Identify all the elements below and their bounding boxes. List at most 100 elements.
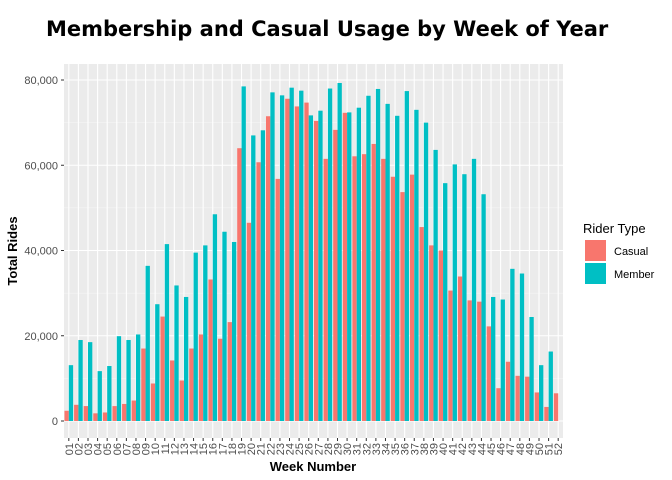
bar-casual-week-37 (409, 174, 415, 421)
x-tick-label: 39 (428, 443, 440, 455)
x-tick-label: 38 (419, 443, 431, 455)
bar-member-week-09 (145, 265, 150, 421)
y-tick-label: 60,000 (24, 160, 58, 172)
bar-member-week-39 (433, 149, 438, 421)
bar-casual-week-17 (218, 338, 223, 421)
bar-member-week-25 (299, 90, 304, 421)
bar-member-week-42 (462, 174, 467, 421)
legend-label-member: Member (614, 269, 655, 281)
bar-member-week-07 (126, 340, 131, 421)
bar-casual-week-32 (361, 154, 367, 422)
x-tick-label: 26 (304, 443, 316, 455)
x-tick-label: 23 (275, 443, 287, 455)
bar-casual-week-26 (304, 102, 309, 421)
bar-member-week-47 (510, 268, 515, 421)
bar-casual-week-42 (457, 276, 463, 421)
x-tick-label: 11 (160, 443, 172, 454)
x-tick-label: 33 (371, 443, 383, 455)
bar-casual-week-49 (525, 376, 530, 421)
y-tick-label: 0 (52, 416, 58, 428)
x-tick-label: 32 (361, 443, 373, 455)
bar-member-week-50 (539, 365, 544, 421)
x-tick-label: 50 (534, 443, 546, 455)
x-tick-label: 09 (141, 443, 153, 455)
x-tick-label: 41 (448, 443, 460, 455)
bar-casual-week-23 (275, 178, 280, 421)
x-tick-label: 13 (179, 443, 191, 455)
bar-casual-week-52 (553, 393, 559, 421)
x-axis-title: Week Number (270, 459, 356, 474)
bar-member-week-05 (107, 366, 112, 421)
x-tick-label: 05 (102, 443, 114, 455)
x-tick-label: 35 (390, 443, 402, 455)
bar-casual-week-31 (352, 156, 357, 421)
bar-casual-week-38 (419, 227, 424, 421)
bar-casual-week-08 (131, 400, 136, 421)
bar-member-week-37 (414, 109, 419, 422)
bar-casual-week-21 (256, 162, 261, 422)
bar-casual-week-27 (313, 120, 319, 422)
x-tick-label: 48 (515, 443, 527, 455)
bar-member-week-41 (452, 164, 457, 421)
bar-member-week-32 (366, 95, 371, 422)
bar-casual-week-39 (429, 245, 434, 421)
bar-member-week-40 (443, 183, 448, 421)
bar-member-week-31 (356, 107, 362, 422)
bar-member-week-44 (481, 194, 486, 421)
bar-casual-week-44 (477, 301, 482, 421)
x-tick-label: 18 (227, 443, 239, 455)
bar-member-week-24 (289, 87, 294, 422)
y-axis-title: Total Rides (5, 216, 20, 285)
y-tick-label: 20,000 (24, 331, 58, 343)
x-tick-label: 24 (285, 443, 297, 455)
bar-member-week-48 (519, 273, 525, 421)
x-tick-label: 17 (217, 443, 229, 455)
bar-member-week-02 (78, 340, 83, 421)
x-tick-label: 01 (64, 443, 76, 455)
x-tick-label: 45 (486, 443, 498, 455)
x-tick-label: 14 (189, 443, 201, 455)
legend: Rider Type Casual Member (583, 221, 655, 284)
bar-member-week-18 (231, 241, 237, 421)
bar-member-week-19 (241, 86, 246, 422)
x-tick-label: 25 (294, 443, 306, 455)
bar-casual-week-10 (150, 383, 156, 421)
x-tick-label: 02 (73, 443, 85, 455)
bar-casual-week-41 (448, 290, 453, 421)
legend-label-casual: Casual (614, 246, 648, 258)
bar-casual-week-48 (515, 375, 520, 421)
bar-member-week-38 (423, 122, 429, 421)
bar-casual-week-04 (93, 413, 98, 421)
x-tick-label: 03 (83, 443, 95, 455)
legend-title: Rider Type (583, 221, 646, 236)
x-tick-label: 36 (400, 443, 412, 455)
bar-member-week-20 (251, 135, 256, 421)
bar-casual-week-28 (323, 158, 328, 421)
bar-casual-week-03 (83, 406, 88, 421)
x-tick-label: 20 (246, 443, 258, 455)
bar-casual-week-40 (438, 250, 444, 421)
bar-member-week-21 (260, 130, 266, 422)
y-tick-label: 40,000 (24, 246, 58, 258)
bar-member-week-08 (135, 334, 141, 421)
bar-casual-week-33 (371, 143, 376, 421)
x-tick-label: 04 (93, 443, 105, 455)
bar-casual-week-36 (400, 192, 405, 421)
x-tick-label: 22 (265, 443, 277, 455)
bar-casual-week-15 (198, 334, 204, 421)
bar-casual-week-06 (112, 406, 117, 421)
bar-member-week-29 (337, 82, 342, 421)
bar-member-week-49 (529, 316, 534, 421)
legend-key-casual (585, 240, 606, 261)
legend-key-member (585, 263, 606, 284)
bar-member-week-10 (155, 304, 160, 421)
x-tick-label: 19 (237, 443, 249, 455)
bar-casual-week-18 (227, 322, 232, 421)
bar-member-week-15 (203, 245, 208, 421)
bar-casual-week-14 (189, 348, 194, 421)
bar-member-week-23 (279, 95, 285, 421)
bar-casual-week-20 (246, 222, 252, 421)
x-tick-label: 21 (256, 443, 268, 455)
bar-casual-week-02 (74, 404, 79, 421)
x-tick-label: 47 (505, 443, 517, 455)
